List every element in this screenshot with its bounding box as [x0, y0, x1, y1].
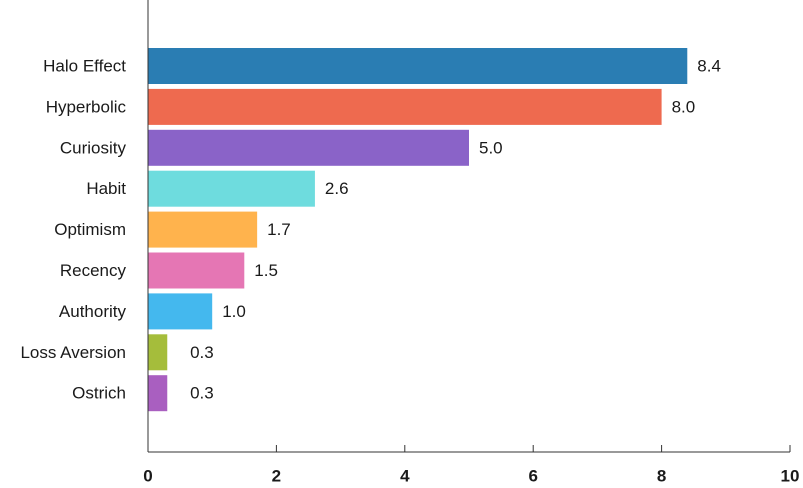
category-labels-group: Halo Effect Hyperbolic Curiosity Habit Optim… [20, 57, 126, 403]
value-labels-group: 8.4 8.0 5.0 2.6 1.7 1.5 1.0 0.3 0.3 [190, 57, 721, 403]
bar-recency [148, 252, 245, 289]
category-label-habit: Habit [86, 179, 126, 198]
value-label-habit: 2.6 [325, 179, 349, 198]
x-tick-label: 0 [143, 467, 152, 486]
value-label-recency: 1.5 [254, 261, 278, 280]
bar-optimism [148, 211, 258, 248]
category-label-halo-effect: Halo Effect [43, 57, 126, 76]
x-ticks-group: 0 2 4 6 8 10 [143, 445, 799, 486]
bar-habit [148, 170, 315, 207]
bar-authority [148, 293, 213, 330]
category-label-optimism: Optimism [54, 220, 126, 239]
bars-group [148, 48, 688, 412]
value-label-curiosity: 5.0 [479, 138, 503, 157]
category-label-ostrich: Ostrich [72, 384, 126, 403]
bar-curiosity [148, 129, 469, 166]
category-label-loss-aversion: Loss Aversion [20, 343, 126, 362]
value-label-loss-aversion: 0.3 [190, 343, 214, 362]
category-label-authority: Authority [59, 302, 127, 321]
bar-ostrich [148, 375, 168, 412]
value-label-ostrich: 0.3 [190, 384, 214, 403]
value-label-hyperbolic: 8.0 [672, 97, 696, 116]
value-label-halo-effect: 8.4 [697, 57, 721, 76]
x-tick-label: 10 [781, 467, 800, 486]
category-label-hyperbolic: Hyperbolic [46, 97, 127, 116]
value-label-authority: 1.0 [222, 302, 246, 321]
category-label-recency: Recency [60, 261, 127, 280]
bar-hyperbolic [148, 88, 662, 125]
x-tick-label: 8 [657, 467, 666, 486]
bar-halo-effect [148, 48, 688, 84]
x-tick-label: 4 [400, 467, 410, 486]
x-tick-label: 6 [528, 467, 537, 486]
bar-loss-aversion [148, 334, 168, 371]
value-label-optimism: 1.7 [267, 220, 291, 239]
category-label-curiosity: Curiosity [60, 138, 127, 157]
x-tick-label: 2 [272, 467, 281, 486]
